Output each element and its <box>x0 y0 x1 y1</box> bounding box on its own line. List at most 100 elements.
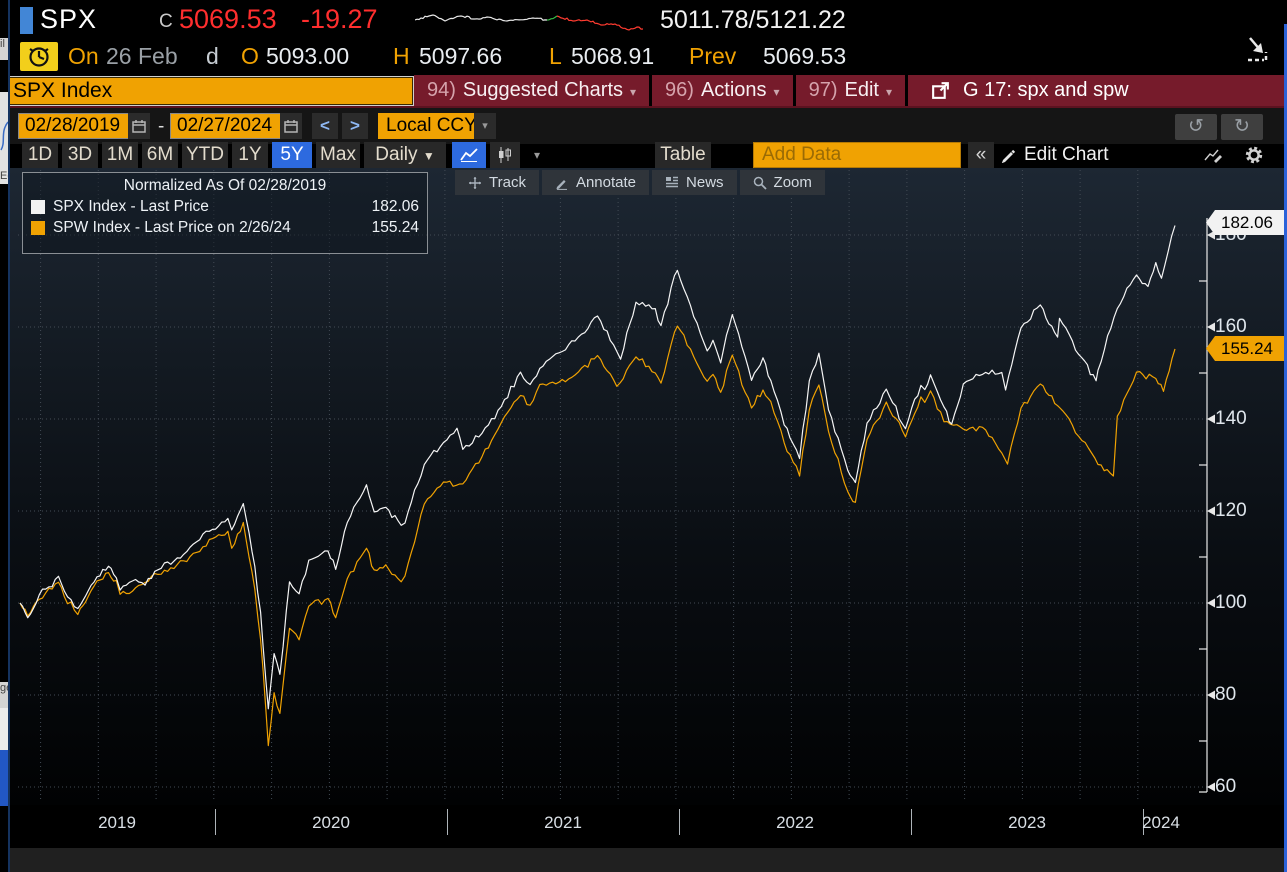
menu-edit[interactable]: 97) Edit ▾ <box>808 79 892 101</box>
menu-actions[interactable]: 96) Actions ▾ <box>665 79 780 101</box>
pencil-icon <box>556 179 567 190</box>
menu-separator <box>792 75 796 106</box>
close-label: C <box>159 11 173 32</box>
date-range-dash: - <box>158 116 165 137</box>
bid-ask-range: 5011.78/5121.22 <box>660 6 846 34</box>
chart-legend[interactable]: Normalized As Of 02/28/2019 SPX Index - … <box>22 172 428 254</box>
y-tick-140: 140 <box>1215 408 1247 429</box>
period-3d[interactable]: 3D <box>62 142 98 168</box>
period-1d[interactable]: 1D <box>22 142 58 168</box>
legend-row-spw[interactable]: SPW Index - Last Price on 2/26/24 155.24 <box>31 219 419 237</box>
menu-separator <box>904 75 908 106</box>
session-flag: d <box>206 43 219 69</box>
period-5y-active[interactable]: 5Y <box>272 142 312 168</box>
spx-swatch <box>31 200 45 214</box>
launch-icon <box>932 82 949 99</box>
x-tick-2022: 2022 <box>776 813 814 832</box>
price-chart[interactable] <box>10 168 1287 805</box>
legend-label: SPW Index - Last Price on 2/26/24 <box>53 219 291 236</box>
period-ytd[interactable]: YTD <box>182 142 228 168</box>
chevron-down-icon: ▾ <box>630 85 637 99</box>
background-window-sliver: il Ed ge <box>0 0 10 872</box>
menu-suggested-charts[interactable]: 94) Suggested Charts ▾ <box>427 79 637 101</box>
table-button[interactable]: Table <box>655 142 711 168</box>
intraday-sparkline <box>415 14 644 31</box>
x-tick-2023: 2023 <box>1008 813 1046 832</box>
ticker-header: SPX C 5069.53 -19.27 5011.78/5121.22 <box>0 0 1287 40</box>
news-button[interactable]: News <box>652 170 737 195</box>
gear-icon[interactable] <box>1238 142 1270 168</box>
spw-swatch <box>31 221 45 235</box>
prev-label: Prev <box>689 43 737 69</box>
dropdown-caret-icon: ▼ <box>422 149 435 163</box>
crosshair-icon <box>469 176 481 189</box>
year-separator <box>1143 809 1144 835</box>
chart-toolbar-row: 1D 3D 1M 6M YTD 1Y 5Y Max Daily ▼ ▾ Tabl… <box>0 142 1287 168</box>
date-to-input[interactable] <box>170 113 284 139</box>
collapse-panel-button[interactable]: « <box>968 142 994 168</box>
prev-value: 5069.53 <box>763 43 847 69</box>
magnifier-icon <box>753 176 767 190</box>
low-label: L <box>549 43 562 69</box>
period-max[interactable]: Max <box>316 142 360 168</box>
year-separator <box>679 809 680 835</box>
zoom-button[interactable]: Zoom <box>739 170 825 195</box>
ticker-symbol: SPX <box>40 4 98 34</box>
calendar-icon[interactable] <box>128 113 150 139</box>
legend-label: SPX Index - Last Price <box>53 198 209 215</box>
calendar-icon[interactable] <box>280 113 302 139</box>
open-value: 5093.00 <box>266 43 350 69</box>
frequency-select[interactable]: Daily ▼ <box>364 142 446 168</box>
alert-gauge-icon[interactable] <box>20 42 58 71</box>
chevron-down-icon: ▾ <box>885 85 892 99</box>
annotate-button[interactable]: Annotate <box>541 170 650 195</box>
currency-caret-icon[interactable]: ▾ <box>474 113 496 139</box>
open-label: O <box>241 43 259 69</box>
year-separator <box>447 809 448 835</box>
security-input[interactable] <box>2 76 414 106</box>
period-6m[interactable]: 6M <box>142 142 178 168</box>
news-icon <box>666 176 679 188</box>
high-label: H <box>393 43 410 69</box>
line-chart-type-button[interactable] <box>452 142 486 168</box>
period-1y[interactable]: 1Y <box>232 142 268 168</box>
undo-button[interactable]: ↺ <box>1175 114 1217 140</box>
track-button[interactable]: Track <box>455 170 539 195</box>
add-data-input[interactable] <box>753 142 961 168</box>
chart-type-more-caret[interactable]: ▾ <box>533 148 541 162</box>
period-1m[interactable]: 1M <box>102 142 138 168</box>
candle-chart-type-button[interactable] <box>490 142 520 168</box>
date-from-input[interactable] <box>18 113 132 139</box>
legend-value: 155.24 <box>371 219 419 236</box>
redo-button[interactable]: ↻ <box>1221 114 1263 140</box>
y-tick-60: 60 <box>1215 776 1237 797</box>
x-tick-2020: 2020 <box>312 813 350 832</box>
edit-chart-button[interactable]: Edit Chart <box>1000 142 1108 168</box>
x-tick-2019: 2019 <box>98 813 136 832</box>
legend-row-spx[interactable]: SPX Index - Last Price 182.06 <box>31 198 419 216</box>
currency-select[interactable]: Local CCY <box>378 113 480 139</box>
security-color-chip <box>20 7 33 34</box>
spw-last-price-badge: 155.24 <box>1206 336 1284 361</box>
chevron-down-icon: ▾ <box>773 85 780 99</box>
high-value: 5097.66 <box>419 43 503 69</box>
menu-separator <box>649 75 653 106</box>
low-value: 5068.91 <box>571 43 655 69</box>
saved-chart-slot[interactable]: G 17: spx and spw <box>908 75 1287 106</box>
chart-settings-icon[interactable] <box>1196 142 1230 168</box>
range-back-button[interactable]: < <box>312 113 338 139</box>
y-tick-160: 160 <box>1215 316 1247 337</box>
chart-tools: Track Annotate News Zoom <box>455 170 825 195</box>
range-forward-button[interactable]: > <box>342 113 368 139</box>
legend-value: 182.06 <box>371 198 419 215</box>
saved-chart-name: G 17: spx and spw <box>962 79 1129 101</box>
price-chart-region[interactable]: Normalized As Of 02/28/2019 SPX Index - … <box>10 168 1287 805</box>
session-date: 26 Feb <box>106 43 178 69</box>
range-controls-row: - < > Local CCY ▾ ↺ ↻ <box>0 106 1287 144</box>
send-to-monitor-icon[interactable] <box>1240 30 1272 66</box>
y-tick-80: 80 <box>1215 684 1237 705</box>
on-label: On <box>68 43 99 69</box>
window-right-border <box>1284 24 1287 872</box>
y-tick-120: 120 <box>1215 500 1247 521</box>
